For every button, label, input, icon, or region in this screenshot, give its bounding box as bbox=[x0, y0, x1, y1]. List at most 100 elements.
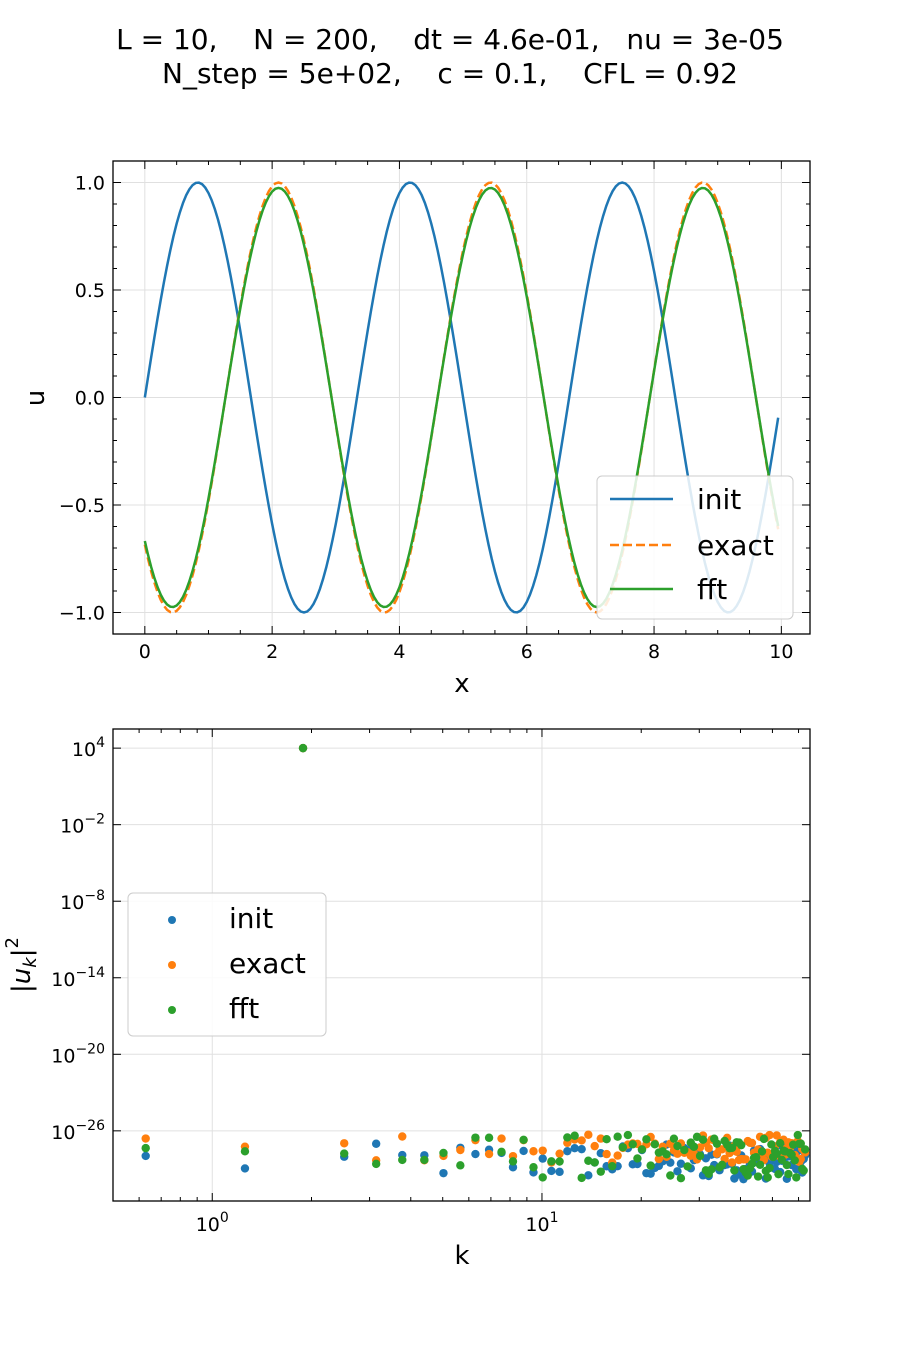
line-ytick-label: −0.5 bbox=[59, 495, 105, 517]
legend-exact-marker bbox=[168, 961, 176, 969]
spectrum-point-exact bbox=[398, 1132, 407, 1141]
spectrum-point-init bbox=[577, 1144, 586, 1154]
spectrum-point-fft bbox=[782, 1160, 792, 1170]
spectrum-point-exact bbox=[497, 1134, 506, 1143]
spectrum-point-fft bbox=[633, 1154, 642, 1163]
spectrum-point-fft bbox=[570, 1131, 579, 1140]
spectrum-ytick-label: 10−8 bbox=[60, 888, 105, 914]
line-xtick-label: 6 bbox=[521, 641, 533, 663]
spectrum-point-fft bbox=[577, 1173, 586, 1183]
spectrum-point-fft bbox=[767, 1140, 776, 1149]
line-ytick-label: 1.0 bbox=[75, 173, 105, 195]
spectrum-point-exact bbox=[613, 1151, 622, 1160]
spectrum-point-init bbox=[584, 1171, 593, 1180]
spectrum-point-fft bbox=[240, 1147, 250, 1156]
line-xtick-label: 0 bbox=[139, 641, 151, 663]
spectrum-point-exact bbox=[577, 1136, 586, 1145]
spectrum-point-fft bbox=[796, 1139, 805, 1148]
legend-exact-label-2: exact bbox=[229, 947, 306, 980]
spectrum-plot-grid bbox=[113, 729, 810, 1201]
spectrum-point-fft bbox=[529, 1163, 538, 1172]
spectrum-point-fft bbox=[618, 1143, 628, 1152]
spectrum-point-init bbox=[240, 1164, 250, 1173]
spectrum-point-fft bbox=[775, 1138, 785, 1148]
spectrum-point-fft bbox=[547, 1157, 556, 1166]
spectrum-point-exact bbox=[772, 1131, 781, 1140]
spectrum-point-fft bbox=[646, 1161, 655, 1170]
series-line-fft bbox=[143, 186, 780, 609]
spectrum-point-fft bbox=[772, 1149, 781, 1159]
spectrum-point-fft bbox=[563, 1133, 572, 1142]
spectrum-plot-xlabel: k bbox=[454, 1241, 469, 1271]
spectrum-point-exact bbox=[741, 1155, 750, 1164]
spectrum-point-exact bbox=[727, 1158, 737, 1167]
spectrum-point-fft bbox=[666, 1171, 675, 1180]
line-ytick-label: 0.0 bbox=[75, 388, 105, 410]
line-xtick-label: 8 bbox=[648, 641, 660, 663]
spectrum-point-fft bbox=[602, 1135, 611, 1144]
spectrum-point-exact bbox=[602, 1149, 611, 1159]
spectrum-point-fft bbox=[683, 1162, 692, 1171]
line-plot-series bbox=[143, 181, 780, 614]
spectrum-point-fft bbox=[456, 1161, 465, 1170]
spectrum-point-fft bbox=[763, 1173, 772, 1182]
spectrum-point-exact bbox=[529, 1147, 538, 1156]
spectrum-point-exact bbox=[695, 1143, 705, 1152]
spectrum-point-fft bbox=[340, 1149, 349, 1158]
legend-fft-label: fft bbox=[697, 573, 727, 606]
spectrum-plot-legend: init exact fft bbox=[127, 892, 327, 1037]
spectrum-point-fft bbox=[669, 1134, 679, 1143]
figure-title-line-1: L = 10, N = 200, dt = 4.6e-01, nu = 3e-0… bbox=[116, 23, 784, 56]
spectrum-point-fft bbox=[673, 1141, 682, 1151]
line-plot-ticks: 0 2 4 6 8 10 1.0 0.5 0.0 −0.5 −1.0 bbox=[59, 160, 810, 663]
spectrum-ytick-label: 10−26 bbox=[51, 1118, 105, 1144]
line-xtick-label: 10 bbox=[769, 641, 793, 663]
spectrum-point-fft bbox=[689, 1142, 699, 1151]
spectrum-point-fft bbox=[765, 1163, 774, 1173]
series-line-init bbox=[143, 181, 780, 614]
spectrum-point-fft bbox=[799, 1166, 808, 1175]
spectrum-point-fft bbox=[497, 1147, 506, 1157]
legend-init-label: init bbox=[697, 483, 741, 516]
spectrum-plot-ticks: 100 101 104 10−2 10−8 10−14 10−20 10−26 bbox=[51, 729, 810, 1236]
legend-fft-label-2: fft bbox=[229, 992, 259, 1025]
spectrum-point-fft bbox=[584, 1156, 593, 1165]
spectrum-point-exact bbox=[584, 1130, 593, 1139]
spectrum-point-exact bbox=[704, 1143, 713, 1153]
spectrum-point-fft bbox=[519, 1135, 528, 1144]
spectrum-point-init bbox=[439, 1168, 448, 1178]
spectrum-point-fft bbox=[420, 1155, 429, 1165]
legend-init-label-2: init bbox=[229, 902, 273, 935]
spectrum-point-init bbox=[371, 1139, 381, 1148]
spectrum-point-init bbox=[508, 1163, 518, 1172]
spectrum-point-fft bbox=[623, 1130, 633, 1140]
spectrum-point-fft bbox=[790, 1156, 799, 1165]
line-plot-xlabel: x bbox=[454, 669, 469, 699]
spectrum-point-init bbox=[673, 1167, 682, 1176]
spectrum-point-fft bbox=[555, 1157, 564, 1166]
spectrum-point-exact bbox=[484, 1149, 494, 1159]
spectrum-point-init bbox=[547, 1166, 556, 1176]
legend-exact-label: exact bbox=[697, 529, 774, 562]
line-xtick-label: 4 bbox=[393, 641, 405, 663]
spectrum-point-fft bbox=[680, 1145, 689, 1155]
spectrum-point-fft bbox=[730, 1166, 739, 1175]
spectrum-point-fft bbox=[757, 1147, 767, 1156]
spectrum-point-fft bbox=[695, 1151, 705, 1161]
spectrum-xtick-label: 100 bbox=[196, 1210, 229, 1236]
spectrum-point-fft bbox=[737, 1140, 746, 1150]
spectrum-point-fft bbox=[596, 1167, 605, 1176]
spectrum-ytick-label: 10−14 bbox=[51, 965, 105, 991]
legend-init-marker bbox=[168, 916, 176, 924]
spectrum-point-fft bbox=[590, 1158, 599, 1167]
spectrum-point-fft bbox=[727, 1143, 737, 1153]
spectrum-point-fft bbox=[538, 1173, 547, 1182]
spectrum-point-exact bbox=[555, 1149, 564, 1158]
spectrum-point-fft bbox=[608, 1161, 617, 1171]
line-legend-box bbox=[596, 475, 794, 620]
spectrum-point-fft bbox=[508, 1157, 518, 1166]
spectrum-point-fft bbox=[613, 1132, 622, 1141]
spectrum-plot-ylabel: |uk|2 bbox=[2, 937, 41, 993]
spectrum-xtick-label: 101 bbox=[525, 1210, 558, 1236]
line-plot-legend: init exact fft bbox=[596, 475, 794, 620]
